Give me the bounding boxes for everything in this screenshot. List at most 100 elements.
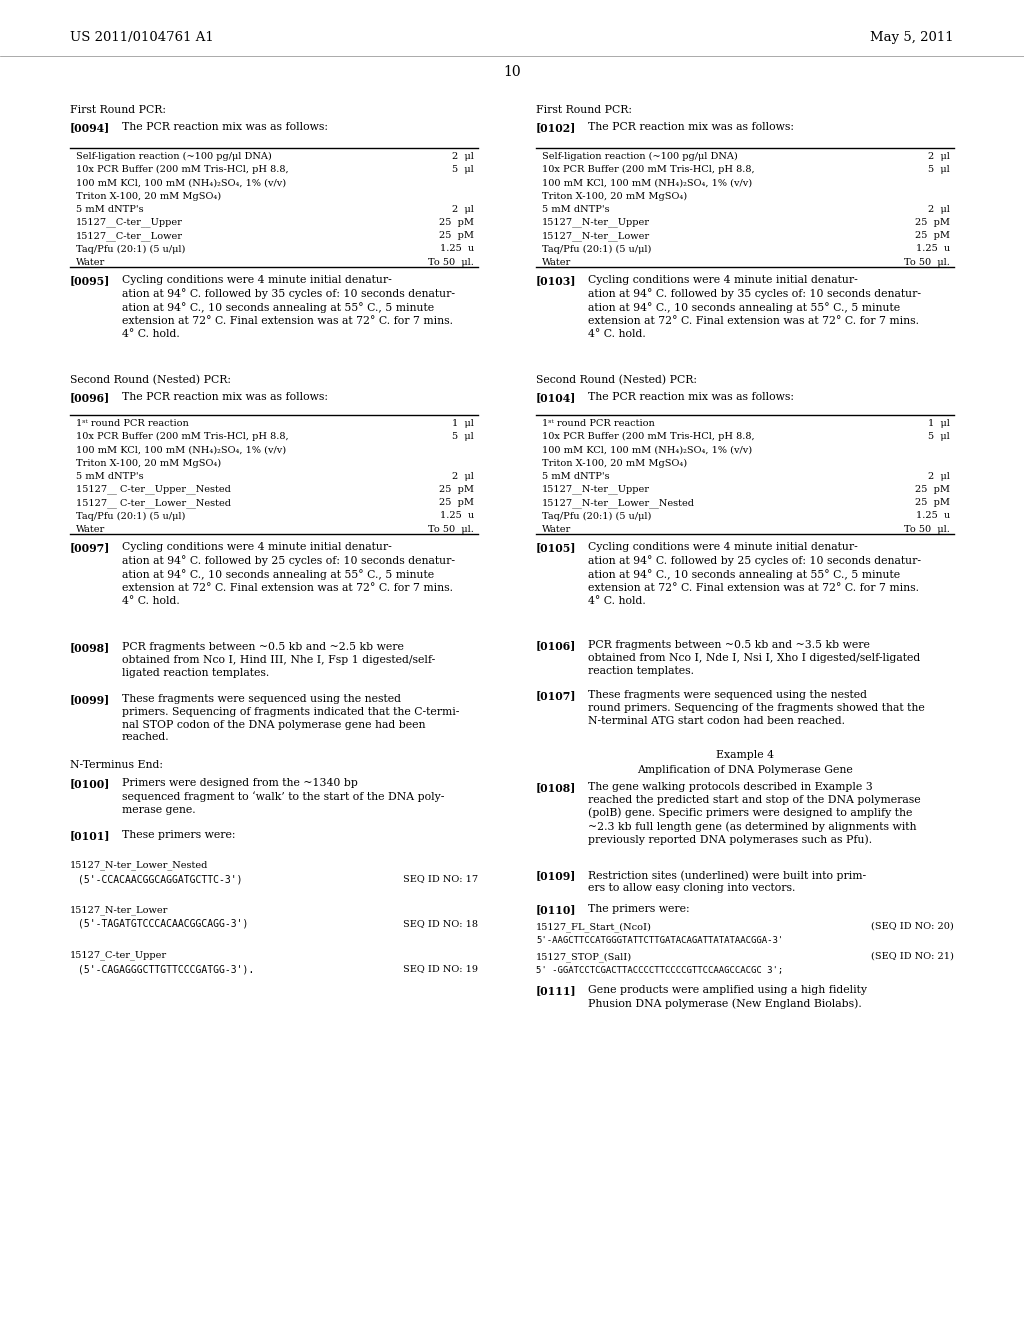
Text: 5'-AAGCTTCCATGGGTATTCTTGATACAGATTATATAACGGA-3': 5'-AAGCTTCCATGGGTATTCTTGATACAGATTATATAAC…	[536, 936, 783, 945]
Text: 25  pM: 25 pM	[915, 484, 950, 494]
Text: Triton X-100, 20 mM MgSO₄): Triton X-100, 20 mM MgSO₄)	[542, 191, 687, 201]
Text: 15127__N-ter__Upper: 15127__N-ter__Upper	[542, 218, 650, 227]
Text: [0108]: [0108]	[536, 781, 577, 793]
Text: Taq/Pfu (20:1) (5 u/μl): Taq/Pfu (20:1) (5 u/μl)	[542, 511, 651, 520]
Text: [0111]: [0111]	[536, 985, 577, 997]
Text: 25  pM: 25 pM	[915, 218, 950, 227]
Text: US 2011/0104761 A1: US 2011/0104761 A1	[70, 32, 214, 45]
Text: These primers were:: These primers were:	[122, 830, 236, 840]
Text: 1.25  u: 1.25 u	[915, 244, 950, 253]
Text: 15127_N-ter_Lower_Nested: 15127_N-ter_Lower_Nested	[70, 861, 208, 870]
Text: 5 mM dNTP's: 5 mM dNTP's	[76, 471, 143, 480]
Text: Amplification of DNA Polymerase Gene: Amplification of DNA Polymerase Gene	[637, 766, 853, 775]
Text: 15127__ C-ter__Upper__Nested: 15127__ C-ter__Upper__Nested	[76, 484, 230, 495]
Text: [0105]: [0105]	[536, 543, 577, 553]
Text: 1  μl: 1 μl	[453, 418, 474, 428]
Text: 5  μl: 5 μl	[928, 165, 950, 174]
Text: [0107]: [0107]	[536, 690, 577, 701]
Text: [0103]: [0103]	[536, 275, 577, 286]
Text: 100 mM KCl, 100 mM (NH₄)₂SO₄, 1% (v/v): 100 mM KCl, 100 mM (NH₄)₂SO₄, 1% (v/v)	[76, 178, 286, 187]
Text: 1.25  u: 1.25 u	[915, 511, 950, 520]
Text: Gene products were amplified using a high fidelity
Phusion DNA polymerase (New E: Gene products were amplified using a hig…	[588, 985, 867, 1008]
Text: Water: Water	[542, 524, 571, 533]
Text: The PCR reaction mix was as follows:: The PCR reaction mix was as follows:	[122, 121, 328, 132]
Text: 5 mM dNTP's: 5 mM dNTP's	[76, 205, 143, 214]
Text: To 50  μl.: To 50 μl.	[904, 524, 950, 533]
Text: N-Terminus End:: N-Terminus End:	[70, 760, 163, 770]
Text: Primers were designed from the ~1340 bp
sequenced fragment to ‘walk’ to the star: Primers were designed from the ~1340 bp …	[122, 777, 444, 814]
Text: 25  pM: 25 pM	[915, 231, 950, 240]
Text: 5 mM dNTP's: 5 mM dNTP's	[542, 205, 609, 214]
Text: 2  μl: 2 μl	[453, 205, 474, 214]
Text: Self-ligation reaction (~100 pg/μl DNA): Self-ligation reaction (~100 pg/μl DNA)	[542, 152, 737, 161]
Text: 10x PCR Buffer (200 mM Tris-HCl, pH 8.8,: 10x PCR Buffer (200 mM Tris-HCl, pH 8.8,	[542, 432, 755, 441]
Text: 5  μl: 5 μl	[928, 432, 950, 441]
Text: (SEQ ID NO: 21): (SEQ ID NO: 21)	[871, 952, 954, 961]
Text: 10x PCR Buffer (200 mM Tris-HCl, pH 8.8,: 10x PCR Buffer (200 mM Tris-HCl, pH 8.8,	[542, 165, 755, 174]
Text: 15127_FL_Start_(NcoI): 15127_FL_Start_(NcoI)	[536, 921, 652, 932]
Text: (5'-CAGAGGGCTTGTTCCCGATGG-3').: (5'-CAGAGGGCTTGTTCCCGATGG-3').	[78, 964, 254, 974]
Text: 25  pM: 25 pM	[915, 498, 950, 507]
Text: [0106]: [0106]	[536, 640, 577, 651]
Text: Self-ligation reaction (~100 pg/μl DNA): Self-ligation reaction (~100 pg/μl DNA)	[76, 152, 271, 161]
Text: 2  μl: 2 μl	[928, 471, 950, 480]
Text: Water: Water	[76, 524, 105, 533]
Text: 2  μl: 2 μl	[453, 152, 474, 161]
Text: The PCR reaction mix was as follows:: The PCR reaction mix was as follows:	[588, 121, 794, 132]
Text: 10x PCR Buffer (200 mM Tris-HCl, pH 8.8,: 10x PCR Buffer (200 mM Tris-HCl, pH 8.8,	[76, 165, 289, 174]
Text: (SEQ ID NO: 20): (SEQ ID NO: 20)	[871, 921, 954, 931]
Text: 1.25  u: 1.25 u	[439, 511, 474, 520]
Text: To 50  μl.: To 50 μl.	[904, 257, 950, 267]
Text: PCR fragments between ~0.5 kb and ~3.5 kb were
obtained from Nco I, Nde I, Nsi I: PCR fragments between ~0.5 kb and ~3.5 k…	[588, 640, 921, 676]
Text: [0100]: [0100]	[70, 777, 111, 789]
Text: Cycling conditions were 4 minute initial denatur-
ation at 94° C. followed by 35: Cycling conditions were 4 minute initial…	[122, 275, 455, 338]
Text: 25  pM: 25 pM	[439, 231, 474, 240]
Text: First Round PCR:: First Round PCR:	[536, 106, 632, 115]
Text: 5  μl: 5 μl	[453, 165, 474, 174]
Text: 25  pM: 25 pM	[439, 484, 474, 494]
Text: 2  μl: 2 μl	[928, 152, 950, 161]
Text: 10: 10	[503, 65, 521, 79]
Text: Cycling conditions were 4 minute initial denatur-
ation at 94° C. followed by 35: Cycling conditions were 4 minute initial…	[588, 275, 921, 338]
Text: The primers were:: The primers were:	[588, 904, 689, 913]
Text: (5'-CCACAACGGCAGGATGCTTC-3'): (5'-CCACAACGGCAGGATGCTTC-3')	[78, 874, 243, 884]
Text: Triton X-100, 20 mM MgSO₄): Triton X-100, 20 mM MgSO₄)	[76, 458, 221, 467]
Text: First Round PCR:: First Round PCR:	[70, 106, 166, 115]
Text: 2  μl: 2 μl	[453, 471, 474, 480]
Text: [0095]: [0095]	[70, 275, 111, 286]
Text: Taq/Pfu (20:1) (5 u/μl): Taq/Pfu (20:1) (5 u/μl)	[76, 244, 185, 253]
Text: To 50  μl.: To 50 μl.	[428, 524, 474, 533]
Text: SEQ ID NO: 19: SEQ ID NO: 19	[403, 964, 478, 973]
Text: PCR fragments between ~0.5 kb and ~2.5 kb were
obtained from Nco I, Hind III, Nh: PCR fragments between ~0.5 kb and ~2.5 k…	[122, 642, 435, 677]
Text: 15127__N-ter__Upper: 15127__N-ter__Upper	[542, 484, 650, 495]
Text: Taq/Pfu (20:1) (5 u/μl): Taq/Pfu (20:1) (5 u/μl)	[542, 244, 651, 253]
Text: 15127__ C-ter__Lower__Nested: 15127__ C-ter__Lower__Nested	[76, 498, 231, 508]
Text: 25  pM: 25 pM	[439, 218, 474, 227]
Text: 1ˢᵗ round PCR reaction: 1ˢᵗ round PCR reaction	[76, 418, 188, 428]
Text: 15127_STOP_(SalI): 15127_STOP_(SalI)	[536, 952, 632, 962]
Text: [0094]: [0094]	[70, 121, 111, 133]
Text: Second Round (Nested) PCR:: Second Round (Nested) PCR:	[70, 375, 231, 385]
Text: [0098]: [0098]	[70, 642, 111, 653]
Text: The PCR reaction mix was as follows:: The PCR reaction mix was as follows:	[588, 392, 794, 403]
Text: Triton X-100, 20 mM MgSO₄): Triton X-100, 20 mM MgSO₄)	[542, 458, 687, 467]
Text: 15127__C-ter__Lower: 15127__C-ter__Lower	[76, 231, 183, 240]
Text: To 50  μl.: To 50 μl.	[428, 257, 474, 267]
Text: 5 mM dNTP's: 5 mM dNTP's	[542, 471, 609, 480]
Text: These fragments were sequenced using the nested
primers. Sequencing of fragments: These fragments were sequenced using the…	[122, 694, 460, 742]
Text: Example 4: Example 4	[716, 750, 774, 760]
Text: These fragments were sequenced using the nested
round primers. Sequencing of the: These fragments were sequenced using the…	[588, 690, 925, 726]
Text: 25  pM: 25 pM	[439, 498, 474, 507]
Text: SEQ ID NO: 17: SEQ ID NO: 17	[402, 874, 478, 883]
Text: 15127__N-ter__Lower__Nested: 15127__N-ter__Lower__Nested	[542, 498, 695, 508]
Text: 100 mM KCl, 100 mM (NH₄)₂SO₄, 1% (v/v): 100 mM KCl, 100 mM (NH₄)₂SO₄, 1% (v/v)	[76, 445, 286, 454]
Text: [0110]: [0110]	[536, 904, 577, 915]
Text: [0097]: [0097]	[70, 543, 111, 553]
Text: Water: Water	[76, 257, 105, 267]
Text: 15127_C-ter_Upper: 15127_C-ter_Upper	[70, 950, 167, 960]
Text: 100 mM KCl, 100 mM (NH₄)₂SO₄, 1% (v/v): 100 mM KCl, 100 mM (NH₄)₂SO₄, 1% (v/v)	[542, 445, 752, 454]
Text: 1  μl: 1 μl	[928, 418, 950, 428]
Text: Water: Water	[542, 257, 571, 267]
Text: Cycling conditions were 4 minute initial denatur-
ation at 94° C. followed by 25: Cycling conditions were 4 minute initial…	[122, 543, 455, 606]
Text: 15127_N-ter_Lower: 15127_N-ter_Lower	[70, 906, 168, 915]
